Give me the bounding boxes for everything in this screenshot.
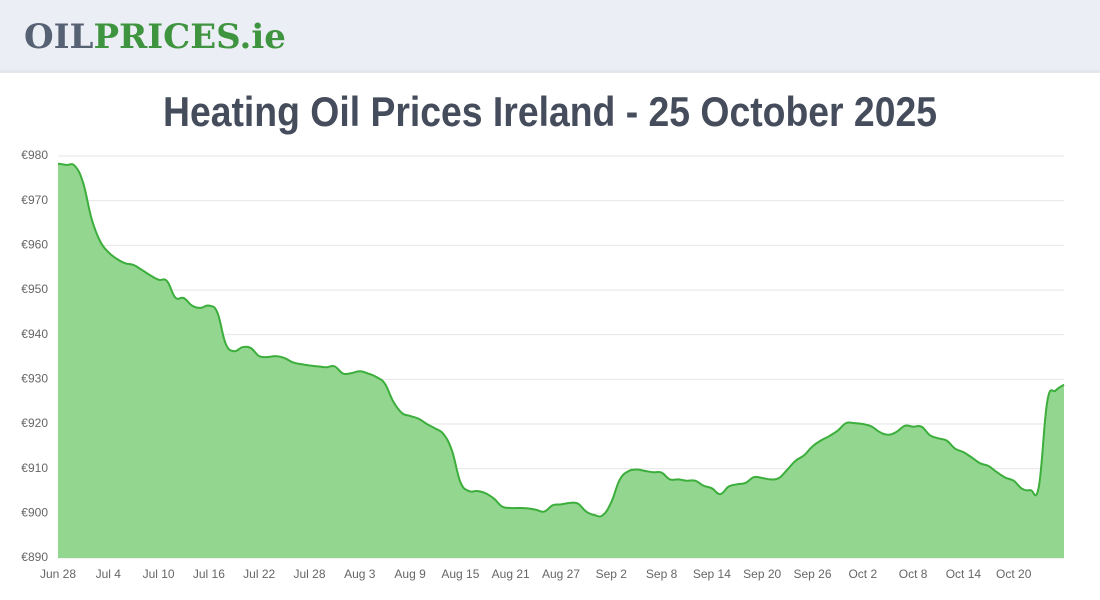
x-tick-label: Sep 26 bbox=[793, 567, 831, 581]
x-tick-label: Sep 20 bbox=[743, 567, 781, 581]
y-tick-label: €960 bbox=[21, 238, 48, 252]
x-tick-label: Aug 27 bbox=[542, 567, 580, 581]
y-tick-label: €910 bbox=[21, 461, 48, 475]
x-tick-label: Aug 15 bbox=[441, 567, 479, 581]
y-tick-label: €890 bbox=[21, 550, 48, 564]
x-tick-label: Sep 8 bbox=[646, 567, 678, 581]
x-tick-label: Jul 4 bbox=[96, 567, 122, 581]
y-tick-label: €980 bbox=[21, 148, 48, 162]
x-tick-label: Jun 28 bbox=[40, 567, 76, 581]
x-tick-label: Aug 21 bbox=[492, 567, 530, 581]
x-tick-label: Jul 28 bbox=[293, 567, 325, 581]
x-tick-label: Oct 2 bbox=[848, 567, 877, 581]
y-tick-label: €930 bbox=[21, 372, 48, 386]
y-tick-label: €970 bbox=[21, 193, 48, 207]
line bbox=[57, 162, 1065, 518]
area bbox=[58, 163, 1064, 559]
x-tick-label: Aug 3 bbox=[344, 567, 376, 581]
x-tick-label: Sep 14 bbox=[693, 567, 731, 581]
header-bar bbox=[0, 0, 1100, 70]
x-tick-label: Sep 2 bbox=[596, 567, 628, 581]
x-tick-label: Oct 8 bbox=[899, 567, 928, 581]
x-tick-label: Jul 16 bbox=[193, 567, 225, 581]
axes: €890 €900 €910 €920 €930 €940 €950 €960 €970 €980… bbox=[21, 148, 1031, 581]
logo-part: OIL bbox=[24, 17, 94, 57]
x-tick-label: Oct 14 bbox=[946, 567, 982, 581]
y-tick-label: €940 bbox=[21, 327, 48, 341]
logo-part: PRICES.ie bbox=[93, 17, 285, 57]
chart-title: Heating Oil Prices Ireland - 25 October … bbox=[163, 88, 937, 135]
header-shadow bbox=[0, 70, 1100, 73]
x-tick-label: Jul 10 bbox=[143, 567, 175, 581]
x-tick-label: Aug 9 bbox=[394, 567, 426, 581]
logo[interactable]: OILPRICES.ie bbox=[24, 17, 286, 57]
x-tick-label: Jul 22 bbox=[243, 567, 275, 581]
y-tick-label: €950 bbox=[21, 282, 48, 296]
y-tick-label: €920 bbox=[21, 416, 48, 430]
y-tick-label: €900 bbox=[21, 506, 48, 520]
x-tick-label: Oct 20 bbox=[996, 567, 1032, 581]
plot bbox=[57, 162, 1065, 559]
